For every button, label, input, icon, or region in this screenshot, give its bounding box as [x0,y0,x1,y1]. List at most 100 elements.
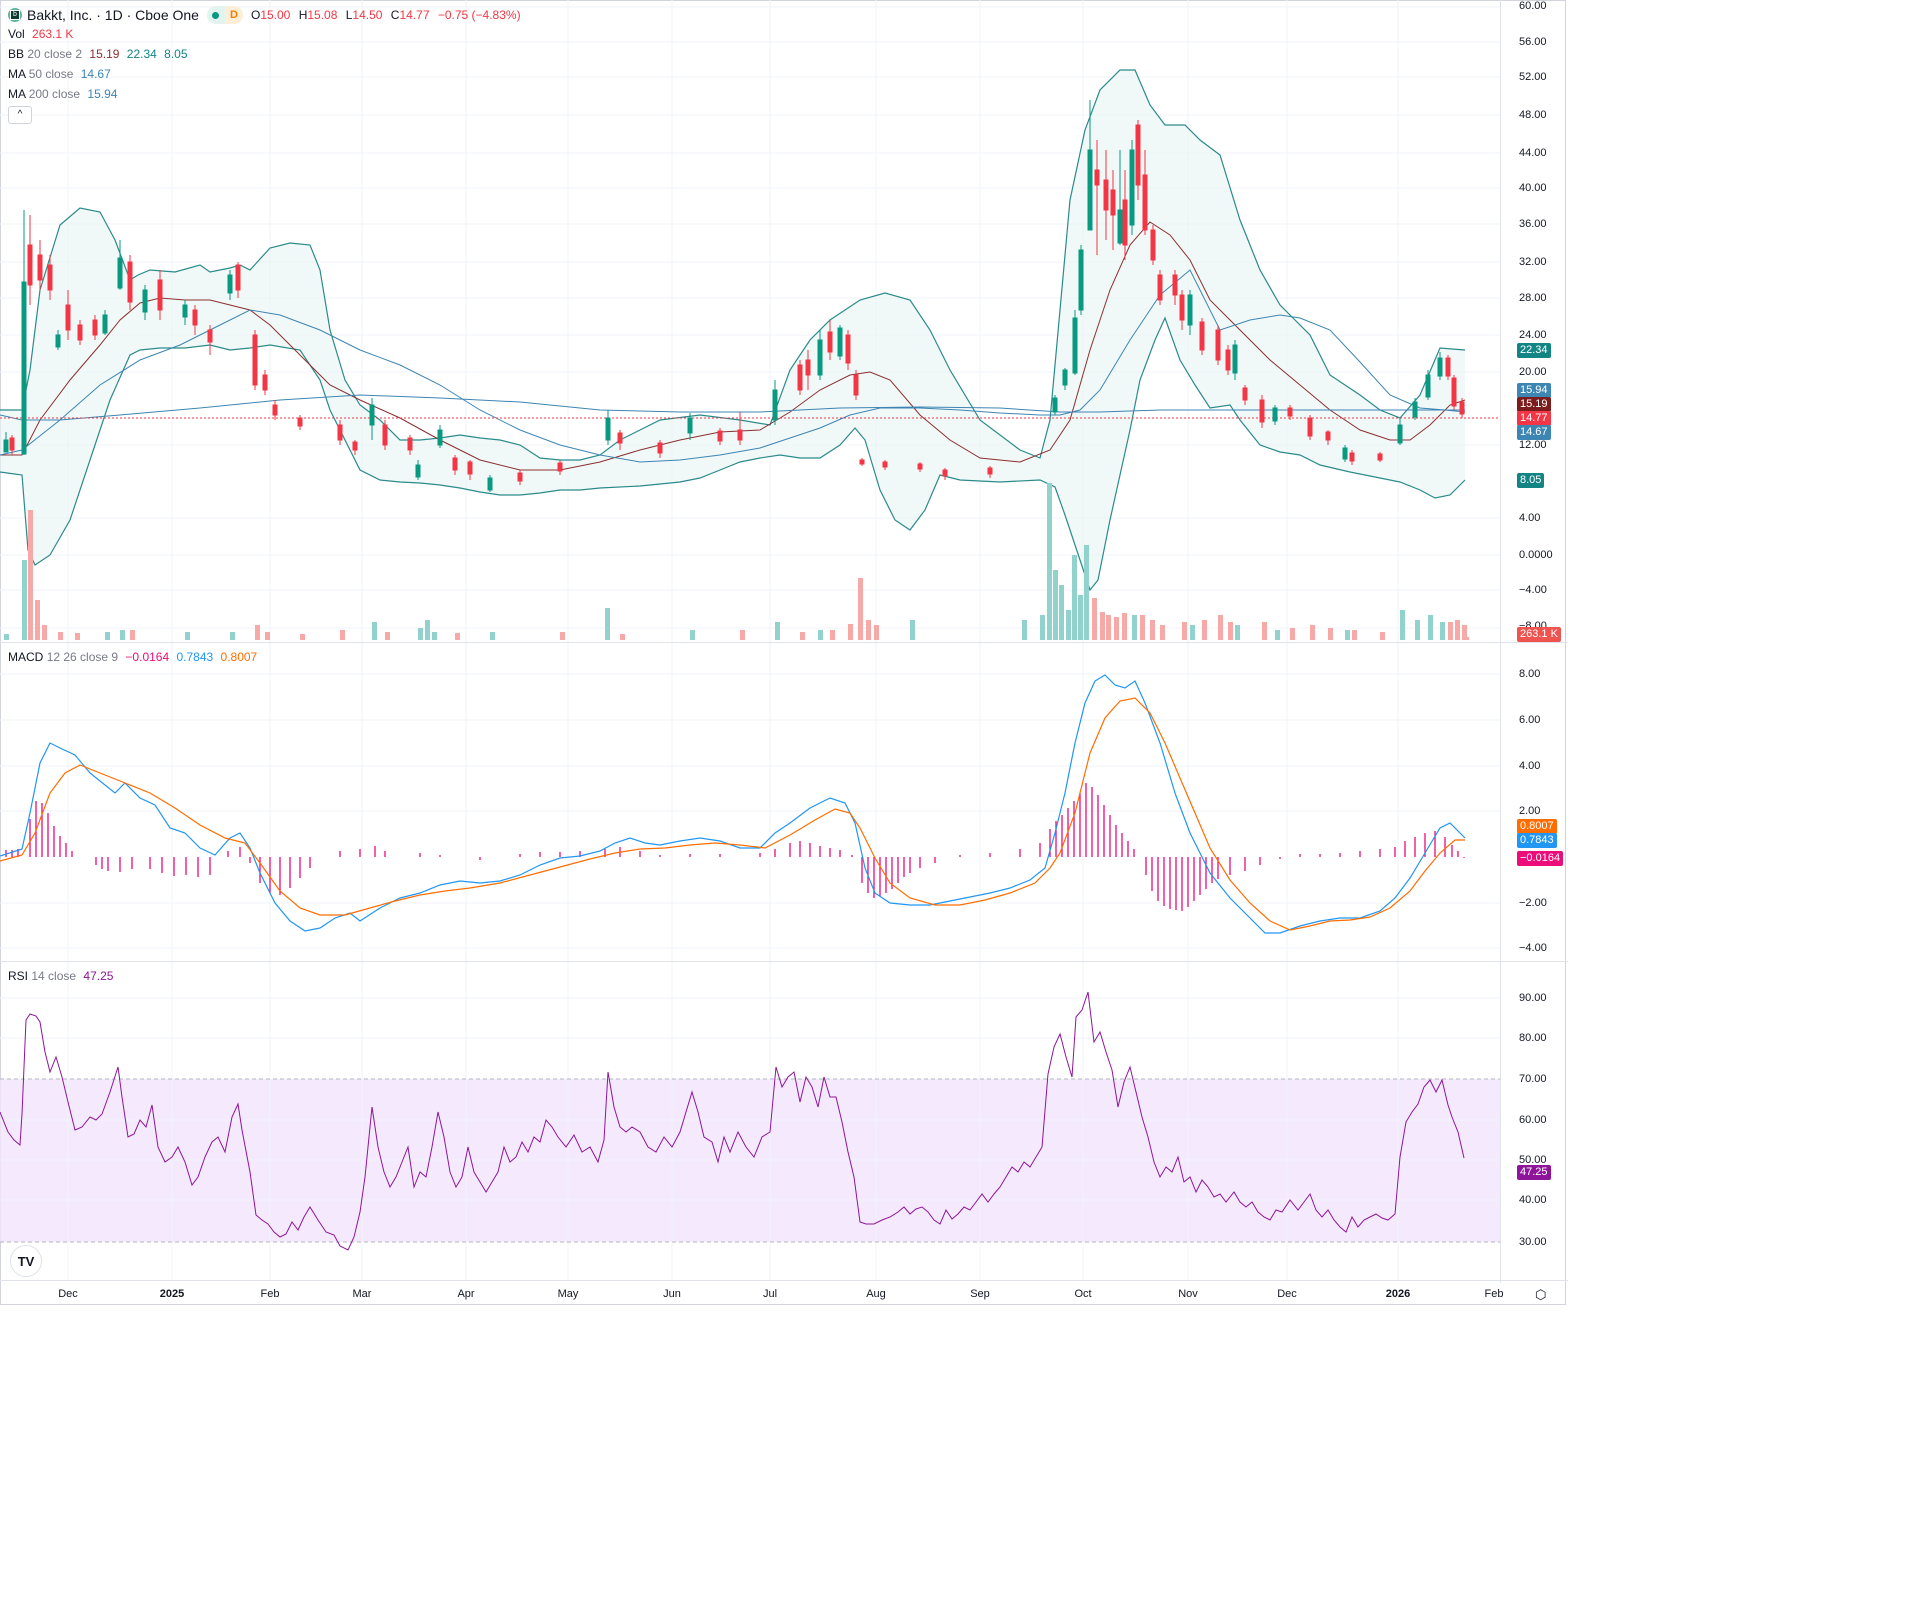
chart-frame [0,0,1566,1305]
price-tick: −4.00 [1519,584,1547,596]
last-price-badge: 14.77 [1517,411,1551,426]
rsi-legend[interactable]: RSI 14 close 47.25 [8,968,113,984]
time-label-year: 2025 [159,1288,185,1300]
bb-lower-badge: 8.05 [1517,473,1545,488]
time-label: Dec [1277,1288,1297,1300]
bb-upper-value: 22.34 [126,47,157,61]
time-label: Aug [866,1288,886,1300]
volume-badge: 263.1 K [1517,627,1561,642]
macd-badge: 0.7843 [1517,833,1557,848]
bollinger-band-fill [0,70,1465,590]
macd-chart-canvas[interactable] [0,643,1500,961]
market-open-dot-icon [206,6,225,24]
ma50-legend-params: 50 close [28,67,74,81]
change-value: −0.75 (−4.83%) [437,8,521,22]
gear-icon[interactable]: ⬡ [1535,1287,1547,1302]
ma50-badge: 14.67 [1517,425,1551,440]
tradingview-logo[interactable]: TV [10,1245,42,1277]
high-label: H [298,8,308,22]
time-label: May [557,1288,579,1300]
collapse-legend-button[interactable]: ^ [8,106,32,124]
low-label: L [345,8,353,22]
time-label: Jun [663,1288,681,1300]
price-tick: 20.00 [1519,366,1547,378]
bollinger-basis-line [0,221,1466,471]
bb-upper-badge: 22.34 [1517,343,1551,358]
macd-hist-value: −0.0164 [125,650,170,664]
price-tick: 28.00 [1519,292,1547,304]
time-label: Oct [1074,1288,1092,1300]
low-value: 14.50 [352,8,383,22]
pane-divider[interactable] [0,642,1568,643]
price-tick: 60.00 [1519,0,1547,12]
symbol-logo-icon: b [8,8,22,22]
time-label: Mar [352,1288,372,1300]
ma200-legend-name: MA [8,87,26,101]
delayed-data-badge[interactable]: D [224,6,243,24]
open-label: O [250,8,261,22]
rsi-tick: 30.00 [1519,1236,1547,1248]
price-tick: 56.00 [1519,36,1547,48]
time-label: Feb [260,1288,280,1300]
ma50-line [0,269,1466,463]
rsi-legend-name: RSI [8,969,29,983]
ma200-line [0,394,1465,421]
open-value: 15.00 [260,8,291,22]
bollinger-upper-band [0,69,1466,461]
price-tick: 40.00 [1519,182,1547,194]
high-value: 15.08 [307,8,338,22]
rsi-tick: 40.00 [1519,1194,1547,1206]
price-tick: 48.00 [1519,109,1547,121]
macd-legend[interactable]: MACD 12 26 close 9 −0.0164 0.7843 0.8007 [8,649,257,665]
macd-axis[interactable] [1500,643,1568,961]
macd-line [0,674,1466,934]
volume-bars [4,483,1469,640]
signal-badge: 0.8007 [1517,819,1557,834]
time-label: Apr [457,1288,475,1300]
symbol-header: b Bakkt, Inc. · 1D · Cboe One D O15.00 H… [8,6,526,24]
macd-legend-params: 12 26 close 9 [46,650,119,664]
bb-legend-params: 20 close 2 [27,47,83,61]
rsi-pane[interactable]: RSI 14 close 47.25 TV [0,962,1500,1280]
macd-pane[interactable]: MACD 12 26 close 9 −0.0164 0.7843 0.8007 [0,643,1500,961]
rsi-tick: 70.00 [1519,1073,1547,1085]
ohlc-values: O15.00 H15.08 L14.50 C14.77 −0.75 (−4.83… [251,8,526,22]
price-chart-canvas[interactable] [0,0,1500,642]
macd-tick: 2.00 [1519,805,1541,817]
rsi-line [0,991,1465,1251]
rsi-chart-canvas[interactable] [0,962,1500,1280]
pane-divider[interactable] [0,961,1568,962]
macd-tick: −4.00 [1519,942,1547,954]
status-pill[interactable]: D [206,6,243,24]
bb-legend[interactable]: BB 20 close 2 15.19 22.34 8.05 [8,46,188,62]
histogram-badge: −0.0164 [1517,851,1564,866]
symbol-title[interactable]: Bakkt, Inc. · 1D · Cboe One [27,7,199,23]
ma200-value: 15.94 [87,87,118,101]
price-pane[interactable]: b Bakkt, Inc. · 1D · Cboe One D O15.00 H… [0,0,1500,642]
axis-divider [1500,0,1501,1283]
ma50-legend[interactable]: MA 50 close 14.67 [8,66,111,82]
volume-legend[interactable]: Vol 263.1 K [8,26,73,42]
price-tick: 44.00 [1519,147,1547,159]
time-label: Sep [970,1288,990,1300]
candlesticks [3,100,1465,492]
rsi-tick: 90.00 [1519,992,1547,1004]
macd-signal-value: 0.8007 [220,650,258,664]
macd-tick: −2.00 [1519,897,1547,909]
close-value: 14.77 [399,8,430,22]
rsi-tick: 80.00 [1519,1032,1547,1044]
price-tick: 0.0000 [1519,549,1553,561]
bb-lower-value: 8.05 [164,47,188,61]
macd-tick: 4.00 [1519,760,1541,772]
price-axis[interactable] [1500,0,1568,642]
bollinger-lower-band [0,316,1466,592]
ma200-legend[interactable]: MA 200 close 15.94 [8,86,117,102]
volume-legend-name: Vol [8,27,25,41]
ma50-value: 14.67 [80,67,111,81]
rsi-value: 47.25 [83,969,114,983]
price-tick: 4.00 [1519,512,1541,524]
price-tick: 52.00 [1519,71,1547,83]
ma200-legend-params: 200 close [28,87,81,101]
price-tick: 32.00 [1519,256,1547,268]
volume-legend-value: 263.1 K [32,27,74,41]
